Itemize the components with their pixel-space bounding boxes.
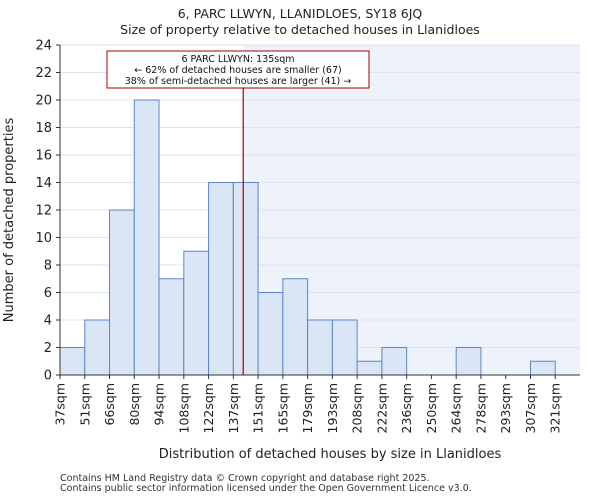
x-tick-label: 51sqm [77, 383, 92, 426]
bar [307, 319, 333, 376]
annotation-box [106, 50, 370, 89]
bar [84, 319, 111, 376]
x-tick-label: 151sqm [251, 383, 266, 433]
x-tick-label: 307sqm [523, 383, 538, 433]
annotation-line-3: 38% of semi-detached houses are larger (… [125, 76, 352, 87]
bar [208, 182, 234, 376]
bar [232, 182, 259, 376]
bar [356, 360, 383, 376]
x-tick-label: 193sqm [325, 383, 340, 433]
x-tick-label: 66sqm [102, 383, 117, 426]
x-tick-label: 37sqm [53, 383, 68, 426]
bar [109, 209, 135, 376]
y-tick-label: 2 [44, 341, 52, 356]
bar [133, 99, 160, 376]
bar [59, 347, 86, 376]
bar [257, 292, 284, 376]
footer-line-1: Contains HM Land Registry data © Crown c… [60, 473, 430, 484]
x-tick-label: 321sqm [548, 383, 563, 433]
bar [183, 250, 210, 376]
bar [381, 347, 408, 376]
x-tick-label: 236sqm [399, 383, 414, 433]
x-tick-label: 179sqm [300, 383, 315, 433]
y-tick-label: 22 [35, 66, 52, 81]
y-tick-label: 18 [35, 121, 52, 136]
x-tick-label: 278sqm [473, 383, 488, 433]
bar [158, 278, 185, 376]
y-tick-label: 20 [35, 94, 52, 109]
x-tick-label: 108sqm [176, 383, 191, 433]
x-tick-label: 222sqm [374, 383, 389, 433]
y-tick-label: 10 [35, 231, 52, 246]
y-tick-label: 6 [44, 286, 52, 301]
bar [331, 319, 358, 376]
annotation-line-2: ← 62% of detached houses are smaller (67… [134, 65, 341, 76]
y-axis-title: Number of detached properties [2, 118, 17, 323]
x-tick-label: 137sqm [226, 383, 241, 433]
y-tick-label: 8 [44, 259, 52, 274]
chart-subtitle: Size of property relative to detached ho… [120, 22, 480, 37]
bar [529, 360, 556, 376]
x-tick-label: 80sqm [127, 383, 142, 426]
y-tick-label: 4 [44, 314, 52, 329]
x-tick-label: 165sqm [275, 383, 290, 433]
y-tick-label: 14 [35, 176, 52, 191]
annotation-line-1: 6 PARC LLWYN: 135sqm [181, 54, 294, 65]
x-tick-label: 250sqm [424, 383, 439, 433]
x-axis-title: Distribution of detached houses by size … [159, 447, 502, 462]
y-tick-label: 0 [44, 369, 52, 384]
footer-line-2: Contains public sector information licen… [60, 483, 472, 494]
x-tick-label: 264sqm [449, 383, 464, 433]
bar [455, 347, 482, 376]
footer: Contains HM Land Registry data © Crown c… [60, 474, 472, 494]
chart-title: 6, PARC LLWYN, LLANIDLOES, SY18 6JQ [177, 6, 423, 21]
x-tick-label: 208sqm [350, 383, 365, 433]
y-tick-label: 24 [35, 39, 52, 54]
x-tick-label: 122sqm [201, 383, 216, 433]
bar [282, 278, 309, 376]
x-tick-label: 94sqm [152, 383, 167, 426]
y-tick-label: 16 [35, 149, 52, 164]
x-tick-label: 293sqm [498, 383, 513, 433]
y-tick-label: 12 [35, 204, 52, 219]
